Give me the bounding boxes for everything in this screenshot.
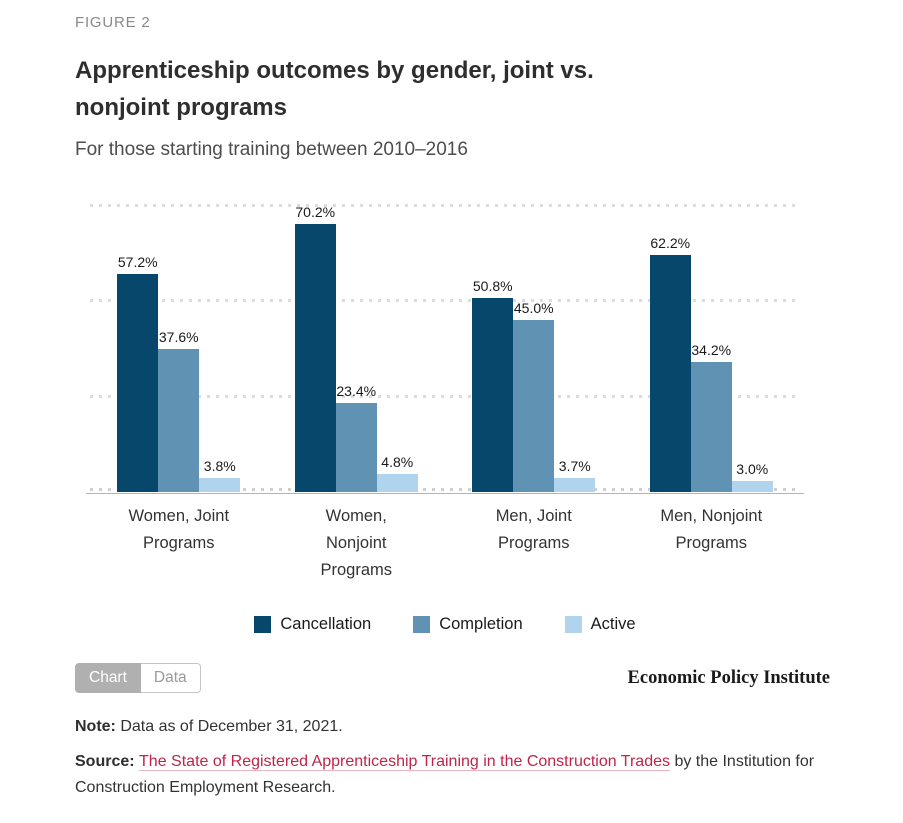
- legend-item-completion: Completion: [413, 615, 523, 634]
- legend-item-active: Active: [564, 615, 636, 634]
- x-axis-label-slot: Women, Joint Programs: [90, 503, 268, 584]
- bar-column: 3.7%: [554, 457, 596, 492]
- bar-active: [376, 473, 418, 492]
- chart-legend: Cancellation Completion Active: [90, 615, 800, 634]
- bar-group: 50.8% 45.0% 3.7%: [445, 206, 623, 492]
- legend-swatch-icon: [254, 616, 272, 633]
- bar-cancellation: [649, 254, 691, 492]
- bar-value-label: 3.0%: [736, 460, 769, 477]
- bar-completion: [335, 402, 377, 492]
- bar-cancellation: [117, 273, 159, 492]
- bar-column: 62.2%: [649, 234, 691, 492]
- source-text: Source: The State of Registered Apprenti…: [75, 749, 830, 801]
- x-axis-label: Men, Nonjoint Programs: [660, 507, 763, 552]
- source-link[interactable]: The State of Registered Apprenticeship T…: [139, 753, 670, 771]
- bar-column: 45.0%: [513, 300, 555, 492]
- legend-swatch-icon: [564, 616, 582, 633]
- bar-column: 34.2%: [690, 341, 732, 492]
- x-axis-label-slot: Women, Nonjoint Programs: [268, 503, 446, 584]
- bar-value-label: 70.2%: [295, 204, 336, 221]
- bar-cancellation: [472, 298, 514, 492]
- bar-completion: [513, 320, 555, 492]
- bar-value-label: 62.2%: [650, 234, 691, 251]
- bar-completion: [690, 361, 732, 492]
- bar-active: [199, 477, 241, 492]
- epi-wordmark: Economic Policy Institute: [627, 667, 830, 688]
- gridline: [90, 299, 800, 303]
- bar-column: 50.8%: [472, 278, 514, 492]
- x-axis-label: Men, Joint Programs: [495, 507, 572, 552]
- legend-label: Completion: [439, 615, 523, 633]
- bar-active: [554, 477, 596, 492]
- legend-label: Cancellation: [280, 615, 372, 633]
- legend-item-cancellation: Cancellation: [254, 615, 371, 634]
- x-axis-line: [86, 493, 804, 494]
- bar-value-label: 57.2%: [117, 253, 158, 270]
- note-label: Note:: [75, 718, 116, 735]
- x-axis-labels: Women, Joint Programs Women, Nonjoint Pro…: [90, 503, 800, 584]
- bar-column: 4.8%: [376, 453, 418, 492]
- bar-group: 57.2% 37.6% 3.8%: [90, 206, 268, 492]
- chart-tab-button[interactable]: Chart: [75, 663, 141, 693]
- data-tab-button[interactable]: Data: [140, 663, 201, 693]
- note-body: Data as of December 31, 2021.: [115, 718, 343, 735]
- legend-label: Active: [590, 615, 636, 633]
- bar-column: 3.0%: [731, 460, 773, 492]
- bar-chart: 57.2% 37.6% 3.8% 70.2% 23.4% 4.8% 50.8% 45.0% 3.…: [86, 204, 804, 634]
- bar-cancellation: [294, 224, 336, 492]
- bar-groups: 57.2% 37.6% 3.8% 70.2% 23.4% 4.8% 50.8% 45.0% 3.…: [90, 204, 801, 492]
- bar-value-label: 3.7%: [558, 457, 591, 474]
- plot-area: 57.2% 37.6% 3.8% 70.2% 23.4% 4.8% 50.8% 45.0% 3.…: [86, 204, 804, 494]
- x-axis-label-slot: Men, Nonjoint Programs: [623, 503, 801, 584]
- gridline: [90, 394, 800, 398]
- bar-value-label: 3.8%: [203, 457, 236, 474]
- bar-column: 37.6%: [158, 328, 200, 492]
- source-label: Source:: [75, 753, 135, 770]
- bar-group: 70.2% 23.4% 4.8%: [268, 204, 446, 492]
- chart-subtitle: For those starting training between 2010…: [75, 139, 468, 160]
- bar-value-label: 50.8%: [472, 278, 513, 295]
- bar-value-label: 37.6%: [158, 328, 199, 345]
- bar-column: 3.8%: [199, 457, 241, 492]
- gridline: [90, 204, 800, 207]
- note-text: Note: Data as of December 31, 2021.: [75, 714, 830, 740]
- chart-title: Apprenticeship outcomes by gender, joint…: [75, 57, 594, 121]
- bar-value-label: 34.2%: [691, 341, 732, 358]
- chart-toolbar: Chart Data Economic Policy Institute: [75, 663, 830, 693]
- x-axis-label: Women, Nonjoint Programs: [320, 507, 393, 579]
- baseline-gridline: [90, 488, 800, 491]
- bar-column: 57.2%: [117, 253, 159, 492]
- bar-value-label: 4.8%: [381, 453, 414, 470]
- bar-active: [731, 480, 773, 492]
- x-axis-label: Women, Joint Programs: [128, 507, 230, 552]
- bar-group: 62.2% 34.2% 3.0%: [623, 206, 801, 492]
- view-toggle: Chart Data: [75, 663, 201, 693]
- figure-label: FIGURE 2: [75, 14, 151, 31]
- x-axis-label-slot: Men, Joint Programs: [445, 503, 623, 584]
- bar-column: 23.4%: [335, 382, 377, 492]
- bar-column: 70.2%: [294, 204, 336, 492]
- source-suffix: by the Institution for Construction Empl…: [75, 753, 815, 796]
- bar-value-label: 23.4%: [336, 382, 377, 399]
- bar-completion: [158, 348, 200, 492]
- legend-swatch-icon: [413, 616, 431, 633]
- bar-value-label: 45.0%: [513, 300, 554, 317]
